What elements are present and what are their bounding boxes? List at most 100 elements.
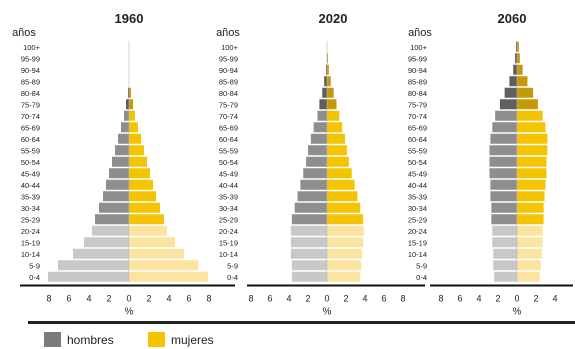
bar-male-2060-30-34: [491, 202, 517, 213]
bar-male-2020-70-74: [317, 110, 327, 121]
bar-male-2020-35-39: [297, 191, 327, 202]
bar-female-2020-85-89: [327, 76, 331, 87]
x-tick-2020-6: 4: [362, 294, 367, 304]
bar-female-2060-95-99: [517, 53, 520, 64]
x-tick-2060-1: 6: [457, 294, 462, 304]
age-label-2060-50-54: 50-54: [408, 158, 427, 167]
bar-female-2020-70-74: [327, 110, 340, 121]
age-label-1960-85-89: 85-89: [21, 77, 40, 86]
x-tick-1960-7: 6: [186, 294, 191, 304]
bar-female-2060-0-4: [517, 271, 540, 282]
bar-male-1960-20-24: [92, 225, 129, 236]
bar-male-1960-30-34: [99, 202, 129, 213]
legend-swatch-female: [148, 332, 165, 347]
age-label-2060-75-79: 75-79: [408, 100, 427, 109]
age-label-2020-30-34: 30-34: [219, 204, 238, 213]
x-tick-2060-5: 2: [533, 294, 538, 304]
bar-male-2060-85-89: [509, 76, 517, 87]
age-label-1960-40-44: 40-44: [21, 181, 40, 190]
bar-male-2060-90-94: [513, 64, 517, 75]
bar-male-2020-90-94: [326, 64, 327, 75]
bar-male-2060-80-84: [504, 87, 517, 98]
age-label-2020-10-14: 10-14: [219, 250, 238, 259]
chart-title-2060: 2060: [498, 11, 527, 26]
bar-male-1960-25-29: [95, 214, 129, 225]
age-label-2060-45-49: 45-49: [408, 169, 427, 178]
bar-male-2020-65-69: [313, 122, 327, 133]
bar-female-2020-65-69: [327, 122, 343, 133]
age-label-2020-15-19: 15-19: [219, 238, 238, 247]
bar-female-1960-65-69: [129, 122, 138, 133]
age-label-1960-10-14: 10-14: [21, 250, 40, 259]
bar-female-2060-80-84: [517, 87, 534, 98]
x-tick-2020-3: 2: [305, 294, 310, 304]
age-label-2060-55-59: 55-59: [408, 146, 427, 155]
age-label-1960-100+: 100+: [23, 43, 41, 52]
bar-female-1960-35-39: [129, 191, 156, 202]
x-tick-1960-6: 4: [166, 294, 171, 304]
age-label-2060-85-89: 85-89: [408, 77, 427, 86]
bar-female-2060-65-69: [517, 122, 546, 133]
age-label-1960-15-19: 15-19: [21, 238, 40, 247]
bar-female-2020-0-4: [327, 271, 361, 282]
age-label-1960-60-64: 60-64: [21, 135, 40, 144]
x-tick-1960-2: 4: [86, 294, 91, 304]
bar-female-2020-90-94: [327, 64, 329, 75]
bar-female-2020-35-39: [327, 191, 358, 202]
bar-female-1960-70-74: [129, 110, 135, 121]
bar-female-2060-60-64: [517, 133, 548, 144]
bar-female-2060-25-29: [517, 214, 544, 225]
bar-male-2020-60-64: [310, 133, 327, 144]
bar-male-1960-40-44: [106, 179, 129, 190]
legend-item-male: hombres: [44, 332, 114, 347]
x-tick-2020-0: 8: [248, 294, 253, 304]
bar-female-2020-10-14: [327, 248, 363, 259]
bar-male-2060-95-99: [515, 53, 517, 64]
bar-female-1960-60-64: [129, 133, 141, 144]
bar-female-2060-75-79: [517, 99, 538, 110]
x-tick-1960-3: 2: [106, 294, 111, 304]
bar-male-2020-50-54: [306, 156, 327, 167]
age-label-2020-80-84: 80-84: [219, 89, 238, 98]
age-label-2020-45-49: 45-49: [219, 169, 238, 178]
bar-male-2060-5-9: [493, 260, 517, 271]
bar-male-2020-30-34: [294, 202, 327, 213]
age-label-1960-70-74: 70-74: [21, 112, 40, 121]
bar-female-1960-75-79: [129, 99, 133, 110]
legend-divider: [28, 321, 575, 324]
bar-male-2060-70-74: [495, 110, 517, 121]
bar-male-2060-40-44: [490, 179, 517, 190]
x-tick-2060-2: 4: [476, 294, 481, 304]
bar-female-2060-85-89: [517, 76, 528, 87]
bar-male-1960-70-74: [124, 110, 129, 121]
bar-female-2020-25-29: [327, 214, 364, 225]
age-label-2020-55-59: 55-59: [219, 146, 238, 155]
x-tick-2060-6: 4: [552, 294, 557, 304]
age-label-2060-20-24: 20-24: [408, 227, 427, 236]
bar-female-2020-55-59: [327, 145, 347, 156]
bar-male-2060-50-54: [489, 156, 517, 167]
bar-female-1960-55-59: [129, 145, 144, 156]
age-label-2060-30-34: 30-34: [408, 204, 427, 213]
age-label-2060-35-39: 35-39: [408, 192, 427, 201]
x-tick-1960-1: 6: [66, 294, 71, 304]
bar-male-2060-35-39: [490, 191, 517, 202]
age-label-2020-20-24: 20-24: [219, 227, 238, 236]
age-label-1960-90-94: 90-94: [21, 66, 40, 75]
bar-male-2020-0-4: [291, 271, 327, 282]
age-label-2060-95-99: 95-99: [408, 54, 427, 63]
bar-male-1960-65-69: [121, 122, 129, 133]
age-label-2020-5-9: 5-9: [227, 261, 238, 270]
age-label-2060-25-29: 25-29: [408, 215, 427, 224]
bar-male-2020-80-84: [322, 87, 327, 98]
age-label-2020-90-94: 90-94: [219, 66, 238, 75]
age-label-1960-95-99: 95-99: [21, 54, 40, 63]
bar-male-2020-55-59: [308, 145, 327, 156]
bar-male-1960-10-14: [73, 248, 129, 259]
bar-male-1960-60-64: [118, 133, 129, 144]
bar-male-1960-55-59: [115, 145, 129, 156]
bar-male-2020-40-44: [300, 179, 327, 190]
bar-male-2060-75-79: [499, 99, 517, 110]
bar-female-1960-45-49: [129, 168, 150, 179]
legend: hombres mujeres: [0, 318, 575, 349]
